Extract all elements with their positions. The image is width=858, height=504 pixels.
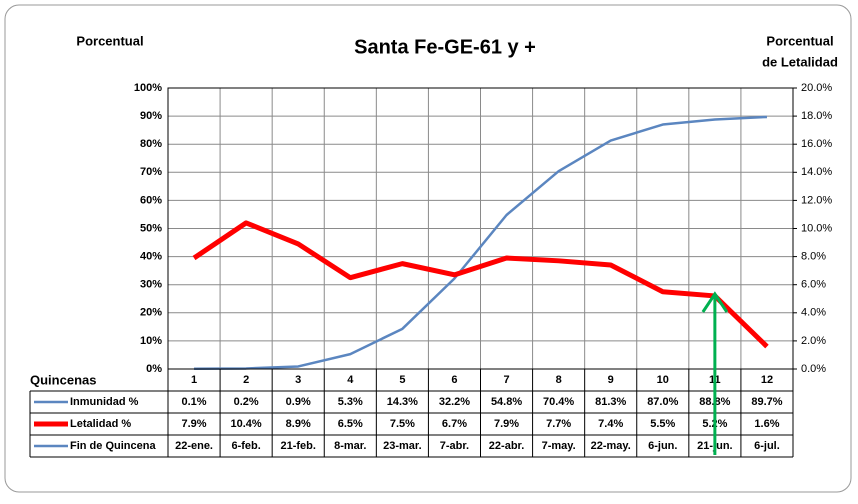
x-tick-label: 9: [608, 374, 614, 386]
table-cell: 5.3%: [338, 396, 363, 408]
x-tick-label: 8: [556, 374, 562, 386]
table-cell: 22-may.: [591, 440, 631, 452]
y-tick-label: 40%: [140, 251, 162, 263]
table-cell: 7.4%: [598, 418, 623, 430]
table-cell: 8-mar.: [334, 440, 366, 452]
y-tick-label: 30%: [140, 279, 162, 291]
y-tick-label: 10%: [140, 335, 162, 347]
table-cell: 7.5%: [390, 418, 415, 430]
x-tick-label: 2: [243, 374, 249, 386]
y-tick-label: 60%: [140, 194, 162, 206]
y-tick-label: 100%: [134, 82, 162, 94]
chart-title: Santa Fe-GE-61 y +: [354, 36, 536, 58]
y-tick-label: 80%: [140, 138, 162, 150]
x-tick-label: 4: [347, 374, 354, 386]
table-cell: 6-jul.: [754, 440, 780, 452]
table-cell: 8.9%: [286, 418, 311, 430]
y2-tick-label: 6.0%: [801, 279, 826, 291]
table-cell: 7-may.: [542, 440, 576, 452]
y2-tick-label: 2.0%: [801, 335, 826, 347]
y2-tick-label: 0.0%: [801, 363, 826, 375]
y2-tick-label: 10.0%: [801, 222, 832, 234]
y2-tick-label: 18.0%: [801, 110, 832, 122]
table-cell: 89.7%: [751, 396, 782, 408]
y2-tick-label: 16.0%: [801, 138, 832, 150]
legend-label: Fin de Quincena: [70, 440, 156, 452]
y2-tick-label: 12.0%: [801, 194, 832, 206]
x-tick-label: 7: [503, 374, 509, 386]
table-cell: 87.0%: [647, 396, 678, 408]
series-line: [192, 220, 769, 349]
table-cell: 7.9%: [182, 418, 207, 430]
table-cell: 5.5%: [650, 418, 675, 430]
y-tick-label: 20%: [140, 307, 162, 319]
x-tick-label: 6: [451, 374, 457, 386]
table-cell: 7.9%: [494, 418, 519, 430]
y-axis-label: Porcentual: [76, 33, 143, 48]
y2-axis-label: de Letalidad: [762, 54, 838, 69]
table-cell: 0.2%: [234, 396, 259, 408]
table-cell: 54.8%: [491, 396, 522, 408]
table-cell: 32.2%: [439, 396, 470, 408]
y2-tick-label: 14.0%: [801, 166, 832, 178]
table-cell: 6-jun.: [648, 440, 677, 452]
y-tick-label: 70%: [140, 166, 162, 178]
legend-label: Inmunidad %: [70, 396, 139, 408]
table-cell: 81.3%: [595, 396, 626, 408]
y2-axis-label: Porcentual: [766, 33, 833, 48]
y-tick-label: 0%: [146, 363, 162, 375]
x-axis-label: Quincenas: [30, 372, 96, 387]
table-cell: 0.9%: [286, 396, 311, 408]
y2-tick-label: 8.0%: [801, 251, 826, 263]
table-cell: 23-mar.: [383, 440, 422, 452]
table-cell: 7.7%: [546, 418, 571, 430]
series-line: [194, 115, 768, 370]
table-cell: 10.4%: [231, 418, 262, 430]
table-cell: 6-feb.: [231, 440, 260, 452]
x-tick-label: 5: [399, 374, 405, 386]
x-tick-label: 12: [761, 374, 773, 386]
table-cell: 22-abr.: [489, 440, 524, 452]
table-cell: 6.7%: [442, 418, 467, 430]
table-cell: 21-feb.: [280, 440, 315, 452]
table-cell: 22-ene.: [175, 440, 213, 452]
table-cell: 14.3%: [387, 396, 418, 408]
y2-tick-label: 4.0%: [801, 307, 826, 319]
table-cell: 1.6%: [754, 418, 779, 430]
table-cell: 0.1%: [182, 396, 207, 408]
x-tick-label: 1: [191, 374, 197, 386]
annotation-arrowhead: [701, 291, 729, 313]
x-tick-label: 10: [657, 374, 669, 386]
table-cell: 70.4%: [543, 396, 574, 408]
y-tick-label: 90%: [140, 110, 162, 122]
table-cell: 6.5%: [338, 418, 363, 430]
legend-label: Letalidad %: [70, 418, 131, 430]
x-tick-label: 3: [295, 374, 301, 386]
y2-tick-label: 20.0%: [801, 82, 832, 94]
y-tick-label: 50%: [140, 222, 162, 234]
table-cell: 7-abr.: [440, 440, 469, 452]
